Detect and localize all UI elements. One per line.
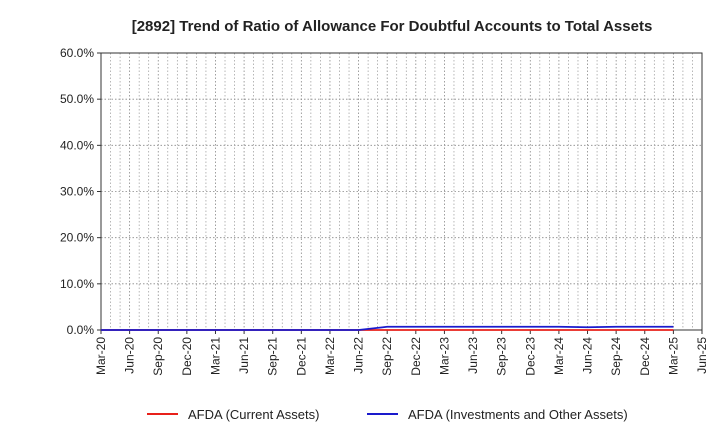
legend-label-1: AFDA (Current Assets) xyxy=(188,407,319,422)
y-tick-label: 0.0% xyxy=(67,323,95,337)
x-tick-label: Mar-20 xyxy=(94,337,108,375)
y-tick-label: 20.0% xyxy=(60,231,94,245)
chart-title: [2892] Trend of Ratio of Allowance For D… xyxy=(132,18,653,35)
x-tick-label: Jun-22 xyxy=(352,337,366,374)
y-tick-label: 60.0% xyxy=(60,46,94,60)
x-tick-label: Dec-22 xyxy=(409,337,423,376)
legend-label-2: AFDA (Investments and Other Assets) xyxy=(408,407,628,422)
series-group xyxy=(101,325,674,331)
grid xyxy=(100,52,703,331)
plot-frame xyxy=(100,52,703,331)
x-tick-label: Mar-22 xyxy=(323,337,337,375)
y-axis: 0.0% 10.0% 20.0% 30.0% 40.0% 50.0% 60.0% xyxy=(60,46,101,337)
y-tick-label: 30.0% xyxy=(60,185,94,199)
x-tick-label: Dec-24 xyxy=(638,337,652,376)
x-tick-label: Dec-23 xyxy=(523,337,537,376)
x-tick-label: Mar-24 xyxy=(552,337,566,375)
x-axis: Mar-20 Jun-20 Sep-20 Dec-20 Mar-21 Jun-21 Sep-… xyxy=(94,330,709,376)
x-tick-label: Mar-21 xyxy=(208,337,222,375)
x-tick-label: Mar-25 xyxy=(666,337,680,375)
x-tick-label: Jun-21 xyxy=(237,337,251,374)
series-line-2 xyxy=(101,325,674,331)
x-tick-label: Dec-20 xyxy=(180,337,194,376)
x-tick-label: Dec-21 xyxy=(294,337,308,376)
x-tick-label: Sep-24 xyxy=(609,337,623,376)
y-tick-label: 10.0% xyxy=(60,277,94,291)
x-tick-label: Mar-23 xyxy=(437,337,451,375)
y-tick-label: 50.0% xyxy=(60,92,94,106)
x-tick-label: Jun-24 xyxy=(581,337,595,374)
x-tick-label: Sep-23 xyxy=(495,337,509,376)
legend: AFDA (Current Assets) AFDA (Investments a… xyxy=(147,407,628,422)
x-tick-label: Sep-20 xyxy=(151,337,165,376)
x-tick-label: Sep-22 xyxy=(380,337,394,376)
x-tick-label: Jun-20 xyxy=(123,337,137,374)
x-tick-label: Sep-21 xyxy=(266,337,280,376)
x-tick-label: Jun-23 xyxy=(466,337,480,374)
y-tick-label: 40.0% xyxy=(60,138,94,152)
x-tick-label: Jun-25 xyxy=(695,337,709,374)
